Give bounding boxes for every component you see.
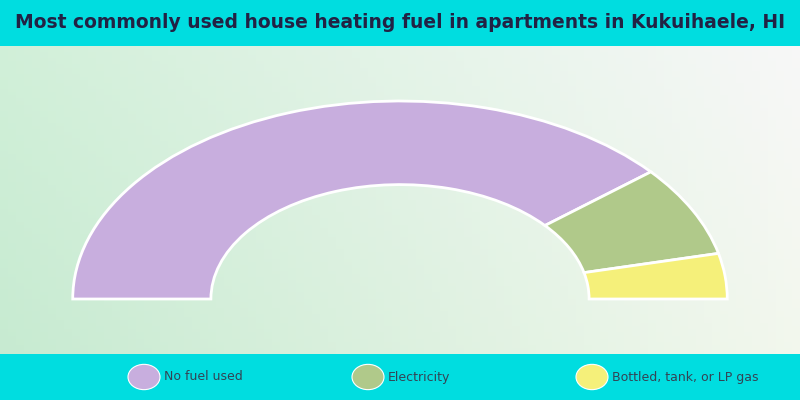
Ellipse shape [576,364,608,390]
Wedge shape [584,253,727,299]
Ellipse shape [128,364,160,390]
Text: No fuel used: No fuel used [164,370,242,384]
Wedge shape [73,101,651,299]
Text: Most commonly used house heating fuel in apartments in Kukuihaele, HI: Most commonly used house heating fuel in… [15,14,785,32]
Text: Bottled, tank, or LP gas: Bottled, tank, or LP gas [612,370,758,384]
Ellipse shape [352,364,384,390]
Text: Electricity: Electricity [388,370,450,384]
Wedge shape [545,172,718,273]
